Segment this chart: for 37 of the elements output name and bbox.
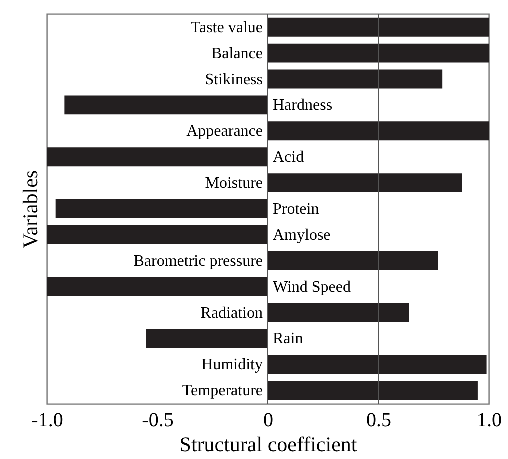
bar [268, 355, 487, 374]
y-tick-label: Taste value [190, 19, 263, 36]
y-tick-label: Amylose [273, 226, 331, 244]
x-tick-label: 0.5 [366, 410, 392, 432]
y-tick-label: Protein [273, 201, 320, 218]
bar [268, 70, 443, 89]
bar [146, 329, 268, 348]
x-tick-label: 1.0 [477, 410, 502, 432]
bar [268, 251, 438, 270]
bar [47, 277, 268, 296]
y-tick-label: Balance [211, 45, 263, 62]
bar [268, 122, 489, 141]
y-tick-label: Humidity [202, 356, 263, 374]
y-tick-label: Radiation [200, 304, 263, 322]
y-tick-label: Stikiness [205, 71, 263, 88]
bar [56, 200, 268, 218]
x-tick-label: -1.0 [32, 410, 64, 432]
x-tick-label: -0.5 [142, 410, 174, 432]
y-tick-label: Moisture [205, 175, 263, 192]
bar [268, 44, 489, 63]
y-tick-label: Appearance [186, 123, 263, 140]
y-tick-label: Barometric pressure [134, 252, 263, 270]
x-axis-title: Structural coefficient [180, 432, 358, 456]
y-tick-label: Wind Speed [273, 278, 352, 296]
x-tick-label: 0 [264, 410, 274, 432]
y-tick-label: Hardness [273, 97, 333, 114]
bar [64, 96, 268, 115]
bar [47, 225, 268, 244]
bar [47, 148, 268, 167]
y-tick-label: Temperature [182, 382, 263, 400]
bar [268, 381, 478, 400]
bar [268, 303, 410, 322]
y-tick-label: Rain [273, 330, 304, 348]
y-tick-label: Acid [273, 149, 304, 166]
y-axis-title: Variables [18, 170, 42, 249]
bar [268, 18, 489, 37]
bar [268, 174, 462, 193]
